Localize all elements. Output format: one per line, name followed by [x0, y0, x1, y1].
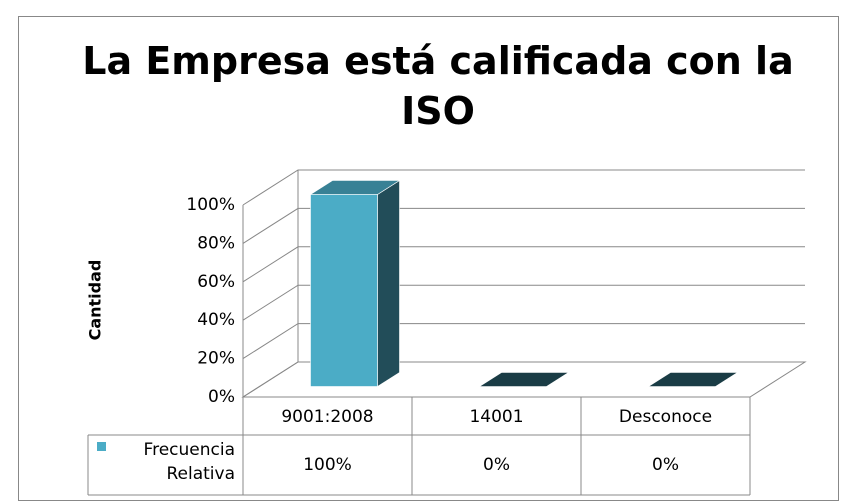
chart-border — [18, 16, 839, 501]
x-tick-label: 9001:2008 — [281, 407, 373, 427]
value-label: 0% — [483, 455, 510, 475]
y-axis-label: Cantidad — [86, 260, 105, 341]
grid-line — [242, 361, 805, 398]
bar-side — [377, 179, 400, 388]
y-tick-label: 20% — [197, 349, 235, 369]
x-tick-label: Desconoce — [619, 407, 712, 427]
bar — [310, 194, 378, 387]
legend-key — [97, 442, 106, 451]
y-tick-label: 100% — [186, 195, 235, 215]
grid-line — [242, 169, 805, 206]
x-tick-label: 14001 — [469, 407, 523, 427]
value-label: 100% — [303, 455, 352, 475]
grid-line — [242, 207, 805, 244]
y-tick-label: 0% — [208, 387, 235, 407]
grid-line — [242, 284, 805, 321]
bar-top — [647, 372, 739, 387]
y-tick-label: 40% — [197, 310, 235, 330]
value-label: 0% — [652, 455, 679, 475]
grid-line — [242, 323, 805, 360]
bar-top — [478, 372, 570, 387]
chart-title: La Empresa está calificada con la ISO — [82, 39, 794, 133]
grid-line — [242, 246, 805, 283]
y-tick-label: 60% — [197, 272, 235, 292]
legend-label: Frecuencia Relativa — [143, 440, 235, 484]
y-tick-label: 80% — [197, 233, 235, 253]
